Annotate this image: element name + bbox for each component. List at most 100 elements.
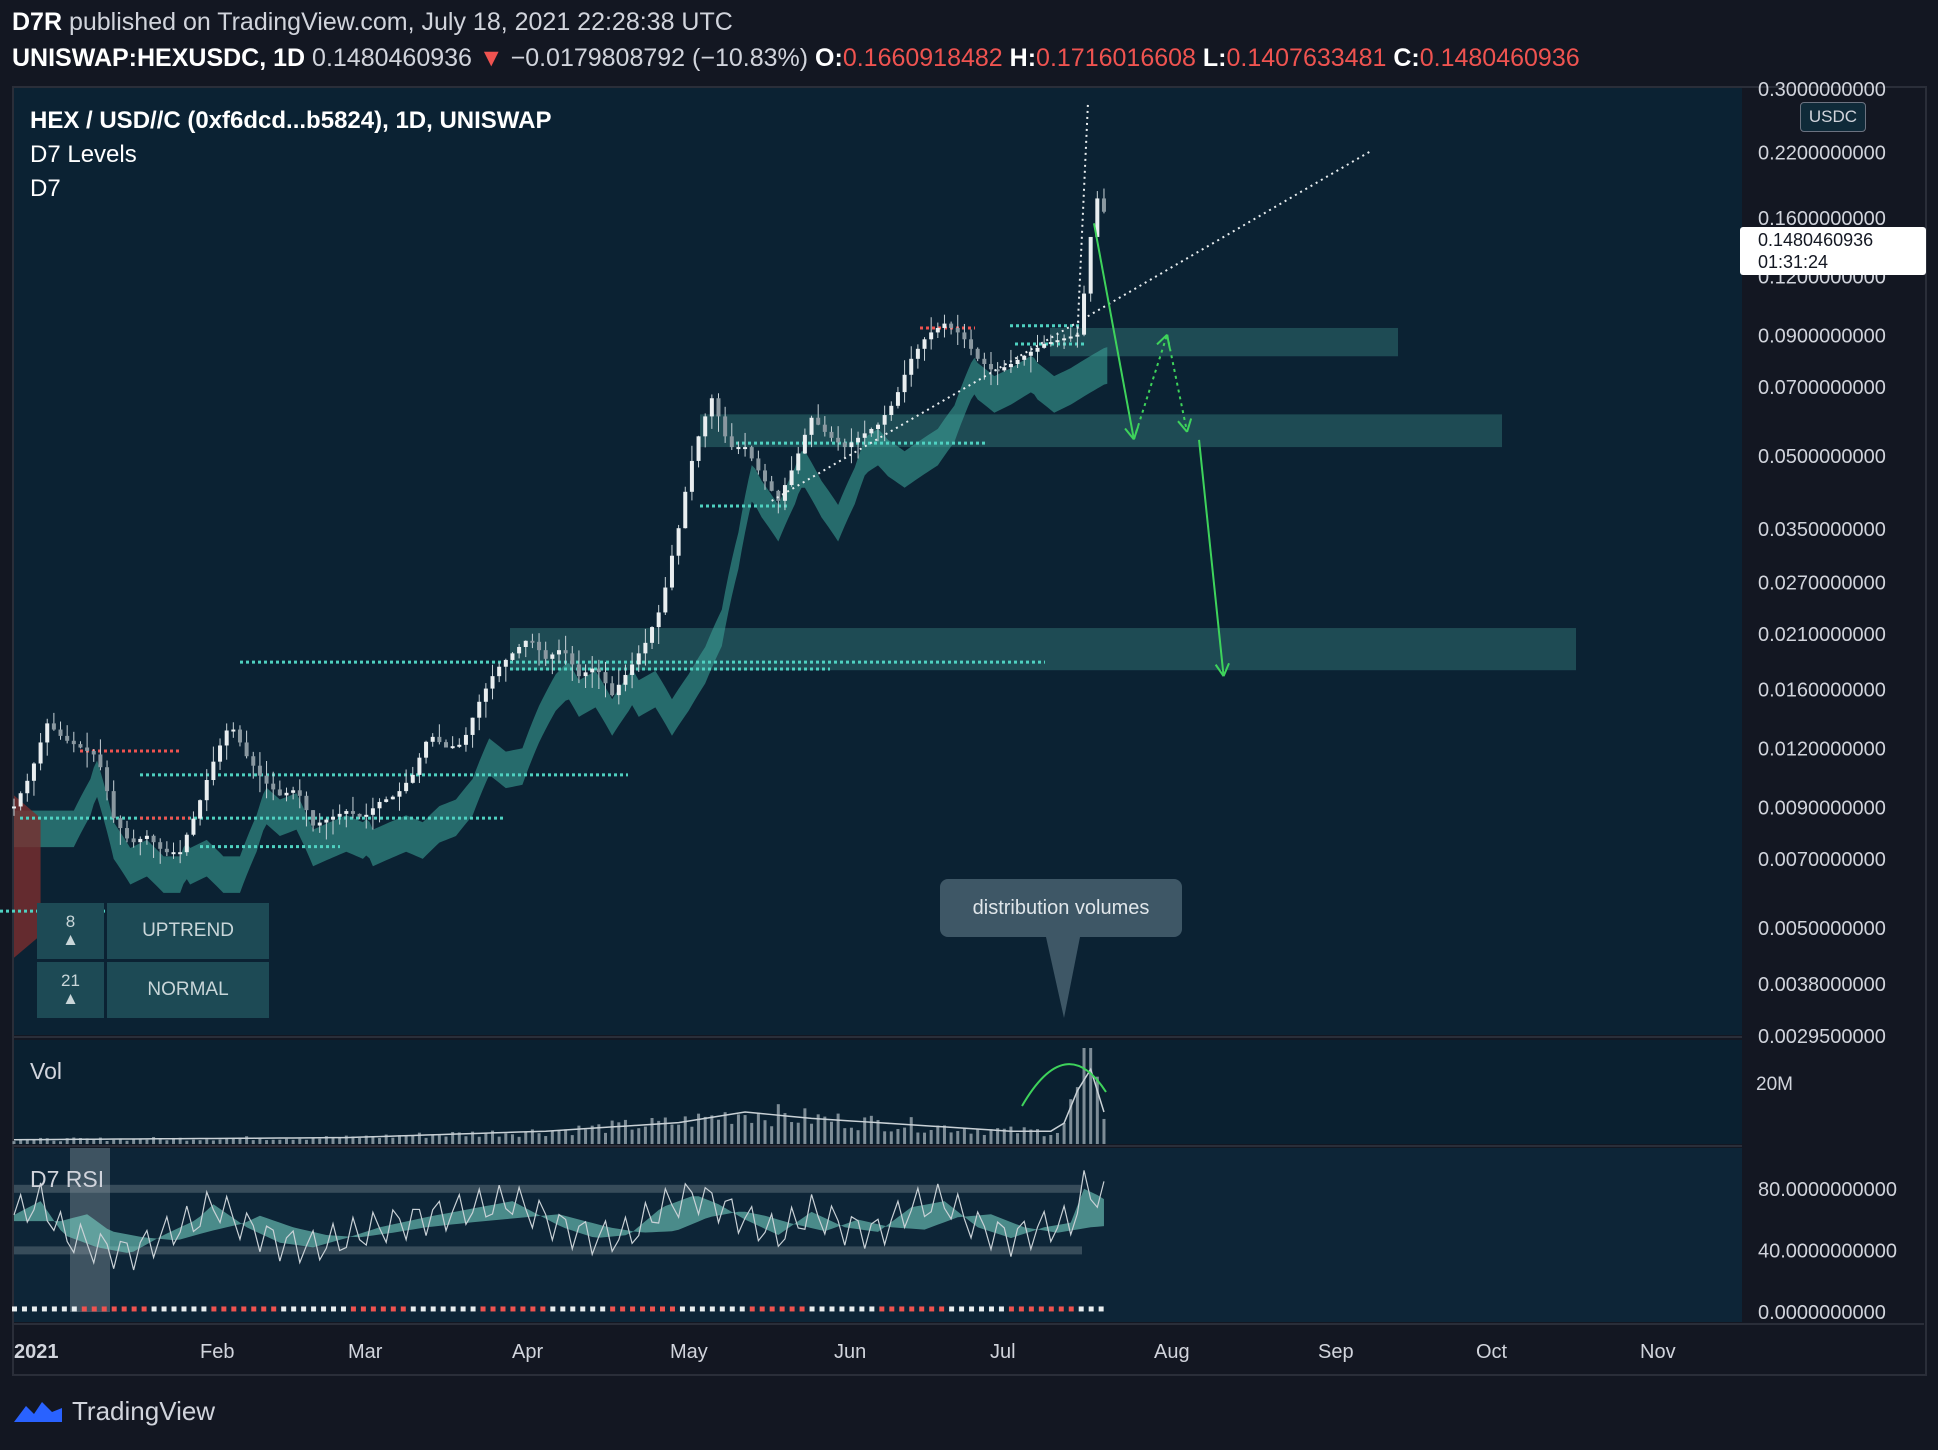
candle-body xyxy=(1055,340,1060,343)
open-label: O: xyxy=(815,44,843,72)
rsi-signal-dot xyxy=(640,1306,646,1312)
annotation-pointer xyxy=(1046,937,1080,1018)
volume-bar xyxy=(663,1117,667,1144)
candle-body xyxy=(802,434,807,454)
rsi-signal-dot xyxy=(769,1306,775,1312)
rsi-signal-dot xyxy=(191,1306,197,1312)
volume-bar xyxy=(92,1138,96,1144)
volume-bar xyxy=(537,1133,541,1144)
forecast-arrowhead xyxy=(1186,418,1193,433)
candle-body xyxy=(1042,343,1047,348)
candle-body xyxy=(124,828,129,839)
rsi-signal-dot xyxy=(171,1306,177,1312)
candle-body xyxy=(716,398,721,417)
volume-bar xyxy=(231,1138,235,1144)
rsi-signal-dot xyxy=(660,1306,665,1312)
low-value: 0.1407633481 xyxy=(1226,44,1387,72)
volume-bar xyxy=(491,1130,495,1144)
volume-bar xyxy=(351,1136,355,1144)
candle-body xyxy=(623,674,628,685)
time-tick-label: Jul xyxy=(990,1341,1016,1363)
rsi-signal-dot xyxy=(909,1306,915,1312)
candle-body xyxy=(1088,236,1093,294)
volume-bar xyxy=(191,1139,195,1144)
rsi-signal-dot xyxy=(1018,1306,1024,1312)
trend-cell-label: UPTREND xyxy=(107,903,269,959)
candle-body xyxy=(630,664,635,675)
volume-bar xyxy=(1049,1134,1053,1144)
candle-body xyxy=(836,437,841,443)
candle-body xyxy=(244,742,249,757)
candle-body xyxy=(31,763,36,781)
volume-bar xyxy=(457,1132,461,1144)
open-value: 0.1660918482 xyxy=(842,44,1003,72)
candle-body xyxy=(184,834,189,853)
volume-bar xyxy=(796,1122,800,1144)
symbol: UNISWAP:HEXUSDC, 1D xyxy=(12,44,306,72)
rsi-signal-dot xyxy=(111,1306,117,1312)
volume-bar xyxy=(431,1134,435,1144)
last-price: 0.1480460936 xyxy=(312,44,472,72)
volume-bar xyxy=(311,1138,315,1144)
volume-bar xyxy=(78,1137,82,1144)
volume-bar xyxy=(318,1138,322,1144)
candle-body xyxy=(676,528,681,556)
time-tick-label: Sep xyxy=(1318,1341,1354,1363)
candle-body xyxy=(643,642,648,654)
footer-brand[interactable]: TradingView xyxy=(12,1396,215,1427)
rsi-signal-dot xyxy=(779,1306,785,1312)
volume-pane-label[interactable]: Vol xyxy=(30,1058,62,1084)
rsi-signal-dot xyxy=(420,1306,426,1312)
candle-body xyxy=(669,555,674,588)
volume-bar xyxy=(956,1130,960,1144)
legend-indicator-d7[interactable]: D7 xyxy=(30,175,61,202)
rsi-signal-dot xyxy=(41,1306,47,1312)
rsi-signal-dot xyxy=(590,1306,596,1312)
rsi-pane-label[interactable]: D7 RSI xyxy=(30,1166,105,1192)
candle-body xyxy=(397,791,402,797)
volume-bar xyxy=(417,1132,421,1144)
volume-bar xyxy=(617,1122,621,1144)
candle-body xyxy=(470,717,475,735)
volume-ma-line xyxy=(13,1067,1105,1141)
candle-body xyxy=(583,672,588,677)
candle-body xyxy=(1028,351,1033,356)
volume-bar xyxy=(338,1137,342,1144)
rsi-signal-dot xyxy=(440,1306,446,1312)
candle-body xyxy=(377,801,382,809)
candle-body xyxy=(856,437,861,443)
annotation-bubble[interactable]: distribution volumes xyxy=(940,879,1182,937)
legend-indicator-levels[interactable]: D7 Levels xyxy=(30,141,137,168)
candle-body xyxy=(237,729,242,743)
volume-bar xyxy=(690,1126,694,1144)
volume-bar xyxy=(557,1130,561,1144)
volume-bar xyxy=(916,1132,920,1144)
candle-body xyxy=(218,745,223,762)
candle-body xyxy=(131,838,136,843)
volume-bar xyxy=(225,1138,229,1144)
rsi-signal-dot xyxy=(719,1306,725,1312)
rsi-signal-dot xyxy=(560,1306,566,1312)
rsi-signal-dot xyxy=(201,1306,207,1312)
rsi-signal-dot xyxy=(1008,1306,1014,1312)
candle-body xyxy=(164,848,169,853)
legend-title[interactable]: HEX / USD//C (0xf6dcd...b5824), 1D, UNIS… xyxy=(30,107,552,134)
volume-bar xyxy=(936,1125,940,1144)
trend-table: 8 ▲ UPTREND 21 ▲ NORMAL xyxy=(34,900,272,1021)
rsi-signal-dot xyxy=(141,1306,147,1312)
rsi-signal-dot xyxy=(1098,1306,1104,1312)
volume-bar xyxy=(863,1117,867,1144)
last-price-label: 0.1480460936 01:31:24 xyxy=(1740,227,1926,275)
volume-bar xyxy=(869,1115,873,1144)
candle-body xyxy=(709,398,714,417)
candle-body xyxy=(364,814,369,817)
volume-bar xyxy=(989,1129,993,1144)
candle-body xyxy=(909,358,914,375)
candle-body xyxy=(876,424,880,429)
rsi-signal-dot xyxy=(241,1306,247,1312)
rsi-signal-dot xyxy=(271,1306,277,1312)
candle-body xyxy=(556,650,561,655)
candle-body xyxy=(65,735,70,741)
candle-body xyxy=(51,723,56,730)
